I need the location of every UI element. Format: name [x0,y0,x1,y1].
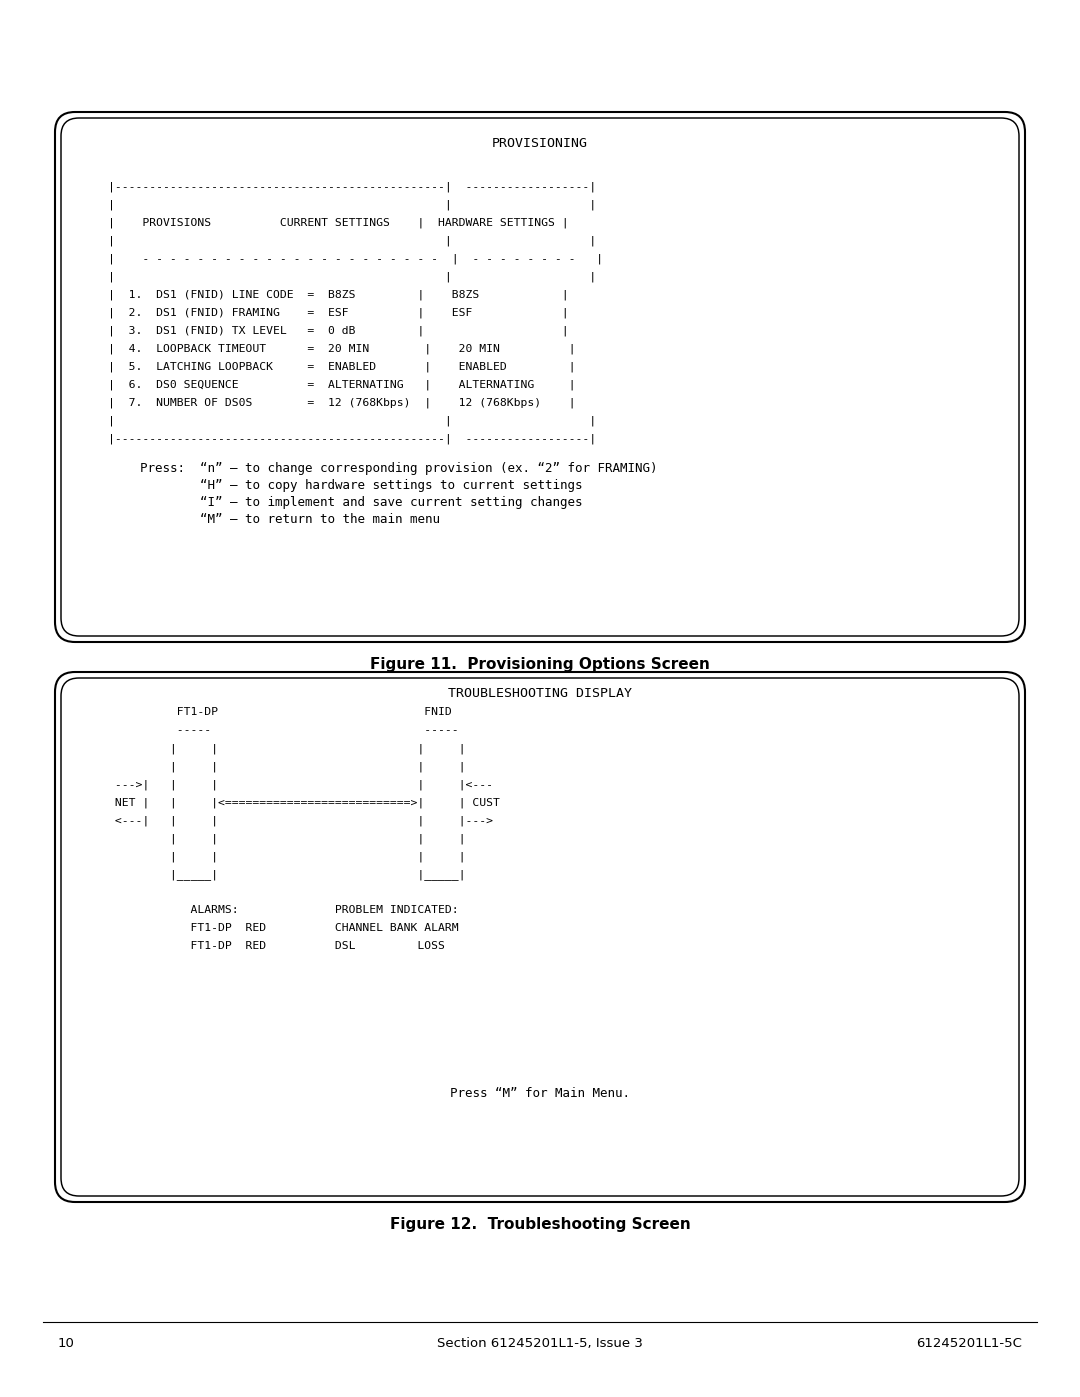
Text: 61245201L1-5C: 61245201L1-5C [916,1337,1022,1350]
Text: Press “M” for Main Menu.: Press “M” for Main Menu. [450,1087,630,1099]
Text: |    PROVISIONS          CURRENT SETTINGS    |  HARDWARE SETTINGS |: | PROVISIONS CURRENT SETTINGS | HARDWARE… [108,218,569,229]
Text: Figure 11.  Provisioning Options Screen: Figure 11. Provisioning Options Screen [370,657,710,672]
Text: <---|   |     |                             |     |--->: <---| | | | |---> [108,814,492,826]
Text: |     |                             |     |: | | | | [108,851,465,862]
Text: |  5.  LATCHING LOOPBACK     =  ENABLED       |    ENABLED         |: | 5. LATCHING LOOPBACK = ENABLED | ENABL… [108,362,576,373]
Text: |  3.  DS1 (FNID) TX LEVEL   =  0 dB         |                    |: | 3. DS1 (FNID) TX LEVEL = 0 dB | | [108,326,569,337]
Text: --->|   |     |                             |     |<---: --->| | | | |<--- [108,780,492,789]
Text: |    - - - - - - - - - - - - - - - - - - - - - -  |  - - - - - - - -   |: | - - - - - - - - - - - - - - - - - - - … [108,254,603,264]
Text: 10: 10 [58,1337,75,1350]
Text: |     |                             |     |: | | | | [108,761,465,771]
Text: |  6.  DS0 SEQUENCE          =  ALTERNATING   |    ALTERNATING     |: | 6. DS0 SEQUENCE = ALTERNATING | ALTERN… [108,380,576,391]
Text: |------------------------------------------------|  ------------------|: |---------------------------------------… [108,434,596,444]
Text: |  7.  NUMBER OF DS0S        =  12 (768Kbps)  |    12 (768Kbps)    |: | 7. NUMBER OF DS0S = 12 (768Kbps) | 12 … [108,398,576,408]
Text: |     |                             |     |: | | | | [108,743,465,753]
Text: |  4.  LOOPBACK TIMEOUT      =  20 MIN        |    20 MIN          |: | 4. LOOPBACK TIMEOUT = 20 MIN | 20 MIN … [108,344,576,355]
FancyBboxPatch shape [55,112,1025,643]
Text: |     |                             |     |: | | | | [108,833,465,844]
Text: |  1.  DS1 (FNID) LINE CODE  =  B8ZS         |    B8ZS            |: | 1. DS1 (FNID) LINE CODE = B8ZS | B8ZS … [108,291,569,300]
Text: Figure 12.  Troubleshooting Screen: Figure 12. Troubleshooting Screen [390,1217,690,1232]
Text: |                                                |                    |: | | | [108,236,596,246]
Text: FT1-DP  RED          DSL         LOSS: FT1-DP RED DSL LOSS [108,942,445,951]
Text: “I” – to implement and save current setting changes: “I” – to implement and save current sett… [140,496,582,509]
Text: -----                               -----: ----- ----- [108,725,459,735]
Text: |_____|                             |_____|: |_____| |_____| [108,869,465,880]
Text: FT1-DP                              FNID: FT1-DP FNID [108,707,451,717]
Text: FT1-DP  RED          CHANNEL BANK ALARM: FT1-DP RED CHANNEL BANK ALARM [108,923,459,933]
Text: ALARMS:              PROBLEM INDICATED:: ALARMS: PROBLEM INDICATED: [108,905,459,915]
Text: PROVISIONING: PROVISIONING [492,137,588,149]
Text: Section 61245201L1-5, Issue 3: Section 61245201L1-5, Issue 3 [437,1337,643,1350]
Text: NET |   |     |<===========================>|     | CUST: NET | | |<===========================>| … [108,798,500,807]
Text: |                                                |                    |: | | | [108,272,596,282]
Text: |                                                |                    |: | | | [108,200,596,211]
Text: |------------------------------------------------|  ------------------|: |---------------------------------------… [108,182,596,193]
Text: “M” – to return to the main menu: “M” – to return to the main menu [140,513,440,527]
FancyBboxPatch shape [55,672,1025,1201]
Text: |  2.  DS1 (FNID) FRAMING    =  ESF          |    ESF             |: | 2. DS1 (FNID) FRAMING = ESF | ESF | [108,307,569,319]
Text: Press:  “n” – to change corresponding provision (ex. “2” for FRAMING): Press: “n” – to change corresponding pro… [140,462,658,475]
Text: “H” – to copy hardware settings to current settings: “H” – to copy hardware settings to curre… [140,479,582,492]
Text: TROUBLESHOOTING DISPLAY: TROUBLESHOOTING DISPLAY [448,687,632,700]
Text: |                                                |                    |: | | | [108,416,596,426]
